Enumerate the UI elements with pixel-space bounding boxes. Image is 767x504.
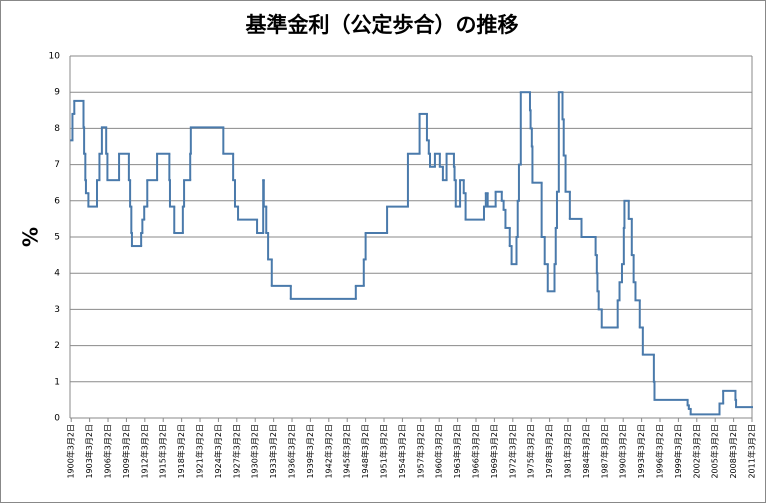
chart-title: 基準金利（公定歩合）の推移 — [246, 13, 519, 37]
x-tick-label: 1924年3月2日 — [213, 424, 223, 479]
x-tick-label: 1996年3月2日 — [655, 424, 665, 479]
y-tick-label: 1 — [54, 377, 60, 387]
x-tick-label: 1906年3月2日 — [103, 424, 113, 479]
x-tick-label: 1945年3月2日 — [342, 424, 352, 479]
x-tick-label: 1984年3月2日 — [581, 424, 591, 479]
y-tick-label: 4 — [54, 269, 60, 279]
x-tick-label: 1942年3月2日 — [323, 424, 333, 479]
x-tick-label: 1972年3月2日 — [507, 424, 517, 479]
x-tick-label: 1969年3月2日 — [489, 424, 499, 479]
x-tick-label: 1990年3月2日 — [618, 424, 628, 479]
x-tick-label: 1918年3月2日 — [176, 424, 186, 479]
x-tick-label: 1954年3月2日 — [397, 424, 407, 479]
y-tick-label: 5 — [54, 233, 60, 243]
x-tick-label: 1927年3月2日 — [231, 424, 241, 479]
x-tick-label: 2011年3月2日 — [747, 424, 757, 479]
y-tick-label: 10 — [49, 52, 61, 62]
x-tick-label: 1993年3月2日 — [636, 424, 646, 479]
x-tick-label: 1987年3月2日 — [599, 424, 609, 479]
y-tick-label: 3 — [54, 305, 60, 315]
y-tick-label: 6 — [54, 196, 60, 206]
x-tick-label: 1900年3月2日 — [66, 424, 76, 479]
x-tick-label: 1915年3月2日 — [158, 424, 168, 479]
y-tick-label: 2 — [54, 341, 60, 351]
x-tick-label: 1975年3月2日 — [526, 424, 536, 479]
x-tick-label: 1909年3月2日 — [121, 424, 131, 479]
y-axis-label: % — [19, 227, 43, 247]
x-tick-label: 1966年3月2日 — [471, 424, 481, 479]
x-tick-label: 1957年3月2日 — [415, 424, 425, 479]
x-tick-label: 1960年3月2日 — [434, 424, 444, 479]
x-tick-label: 2002年3月2日 — [691, 424, 701, 479]
x-tick-label: 1903年3月2日 — [84, 424, 94, 479]
x-tick-label: 1921年3月2日 — [195, 424, 205, 479]
x-tick-label: 1999年3月2日 — [673, 424, 683, 479]
x-tick-label: 1912年3月2日 — [139, 424, 149, 479]
x-tick-label: 1951年3月2日 — [379, 424, 389, 479]
x-tick-label: 1936年3月2日 — [287, 424, 297, 479]
y-tick-label: 9 — [54, 88, 60, 98]
y-tick-label: 7 — [54, 160, 60, 170]
y-tick-label: 0 — [54, 414, 60, 424]
x-tick-label: 2008年3月2日 — [728, 424, 738, 479]
y-tick-label: 8 — [54, 124, 60, 134]
x-tick-label: 2005年3月2日 — [710, 424, 720, 479]
x-tick-label: 1933年3月2日 — [268, 424, 278, 479]
x-tick-label: 1939年3月2日 — [305, 424, 315, 479]
x-tick-label: 1981年3月2日 — [563, 424, 573, 479]
x-tick-label: 1963年3月2日 — [452, 424, 462, 479]
x-tick-label: 1948年3月2日 — [360, 424, 370, 479]
x-tick-label: 1930年3月2日 — [250, 424, 260, 479]
x-tick-label: 1978年3月2日 — [544, 424, 554, 479]
